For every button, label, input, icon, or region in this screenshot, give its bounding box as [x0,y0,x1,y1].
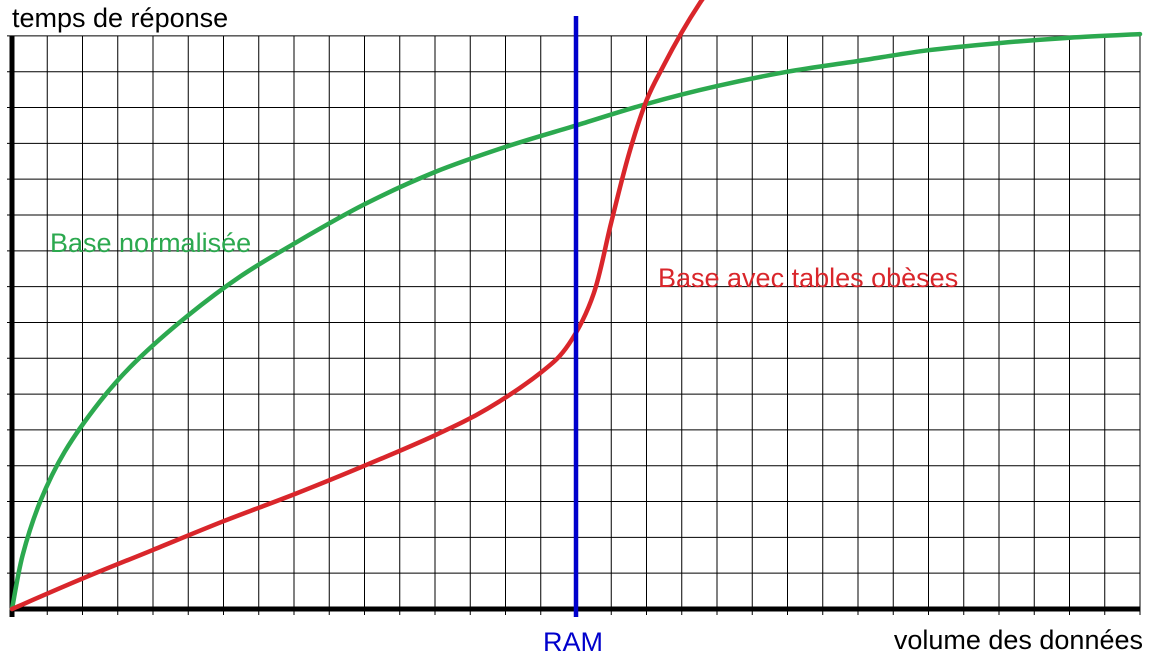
series-line-0 [9,31,1143,612]
series-label-base-normalisee: Base normalisée [50,228,251,258]
grid [7,35,1141,615]
series-layer [9,0,1143,612]
text-layer: temps de réponse volume des données Base… [12,3,1143,657]
series-label-base-tables-obeses: Base avec tables obèses [658,263,958,293]
x-axis-label: volume des données [894,625,1143,655]
ram-label: RAM [543,627,603,657]
series-line-1 [9,0,705,612]
y-axis-label: temps de réponse [12,3,228,33]
